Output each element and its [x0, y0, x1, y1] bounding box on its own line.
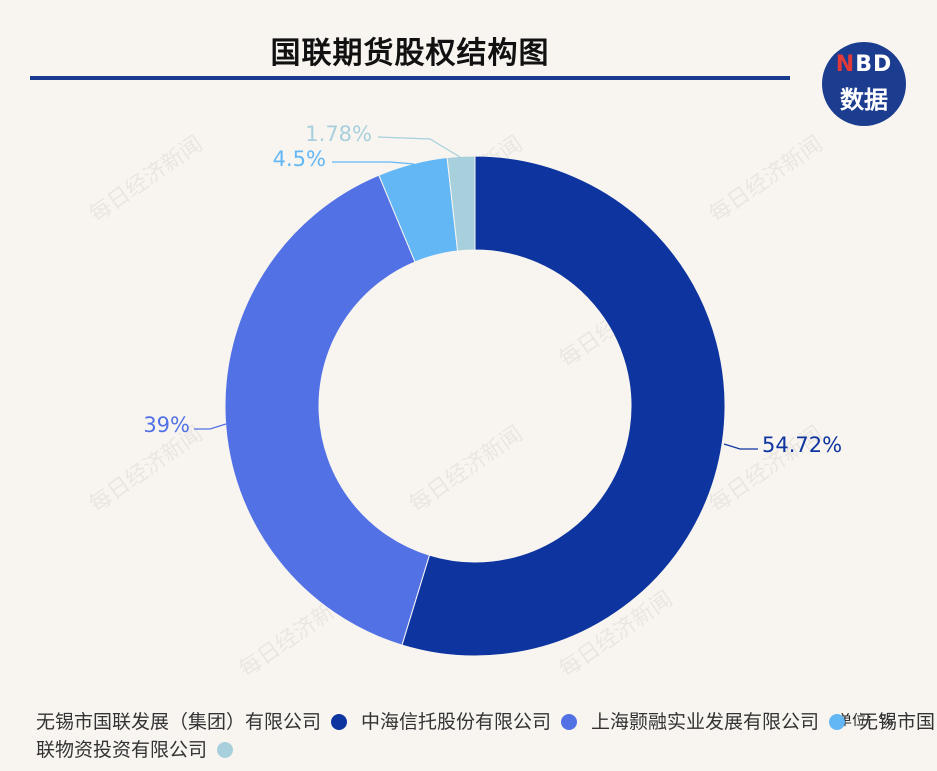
donut-slice[interactable]	[446, 155, 476, 252]
label-leader-line	[194, 423, 227, 430]
slice-data-label: 1.78%	[305, 122, 372, 146]
legend-label: 无锡市国联发展（集团）有限公司	[36, 711, 322, 733]
label-leader-line	[332, 161, 415, 165]
legend-item[interactable]: 无锡市国联物资投资有限公司	[36, 711, 935, 761]
donut-slice[interactable]	[401, 155, 726, 657]
watermark-text: 每日经济新闻	[405, 422, 527, 518]
chart-legend: 无锡市国联发展（集团）有限公司 中海信托股份有限公司 上海颢融实业发展有限公司 无锡市…	[36, 708, 936, 764]
legend-label: 中海信托股份有限公司	[361, 711, 552, 733]
legend-swatch	[561, 714, 578, 730]
label-leader-line	[723, 443, 758, 450]
legend-label: 无锡市国联物资投资有限公司	[36, 711, 936, 761]
label-leader-line	[377, 136, 461, 158]
legend-swatch	[217, 742, 234, 758]
title-underline	[30, 76, 790, 80]
slice-data-label: 54.72%	[762, 433, 842, 457]
legend-item[interactable]: 上海颢融实业发展有限公司	[591, 711, 859, 733]
chart-title: 国联期货股权结构图	[270, 36, 550, 71]
watermark-text: 每日经济新闻	[705, 132, 827, 228]
slice-data-label: 4.5%	[273, 147, 326, 171]
nbd-logo: NBD 数据	[822, 42, 906, 126]
legend-item[interactable]: 无锡市国联发展（集团）有限公司	[36, 711, 361, 733]
slice-labels: 54.72% 39% 4.5%1.78%	[143, 122, 842, 457]
legend-swatch	[331, 714, 348, 730]
watermark-text: 每日经济新闻	[85, 132, 207, 228]
legend-label: 上海颢融实业发展有限公司	[591, 711, 820, 733]
donut-slice[interactable]	[224, 174, 431, 646]
unit-label: 单位：%	[838, 713, 894, 729]
legend-swatch	[829, 714, 846, 730]
slice-data-label: 39%	[143, 413, 190, 437]
legend-item[interactable]: 中海信托股份有限公司	[361, 711, 591, 733]
donut-slices	[224, 155, 726, 657]
